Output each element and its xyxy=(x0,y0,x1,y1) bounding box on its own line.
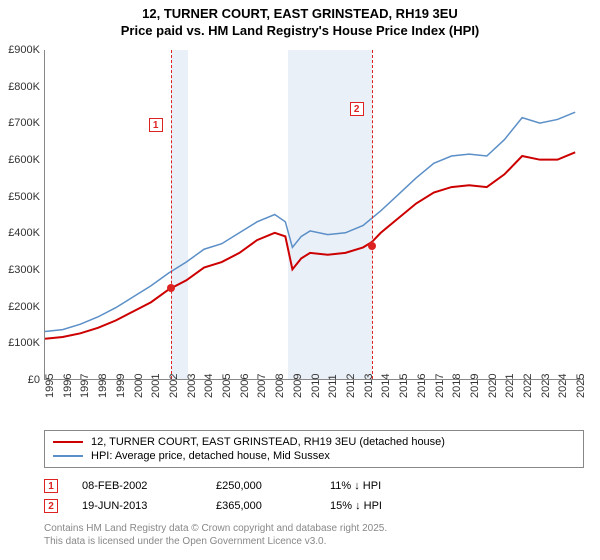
sale-diff: 15% ↓ HPI xyxy=(330,500,440,512)
y-tick-label: £600K xyxy=(8,154,40,166)
x-tick-label: 2024 xyxy=(557,374,569,398)
legend-text: HPI: Average price, detached house, Mid … xyxy=(91,450,330,462)
legend-item: 12, TURNER COURT, EAST GRINSTEAD, RH19 3… xyxy=(53,435,575,449)
x-tick-label: 1997 xyxy=(79,374,91,398)
sale-price: £365,000 xyxy=(216,500,306,512)
x-tick-label: 2025 xyxy=(575,374,587,398)
x-tick-label: 2013 xyxy=(363,374,375,398)
chart-svg xyxy=(45,50,584,379)
series-price_paid xyxy=(45,152,575,338)
x-tick-label: 2009 xyxy=(292,374,304,398)
x-tick-label: 2019 xyxy=(469,374,481,398)
sale-marker-box: 1 xyxy=(149,118,163,132)
y-tick-label: £400K xyxy=(8,227,40,239)
legend-swatch xyxy=(53,441,83,443)
y-tick-label: £300K xyxy=(8,264,40,276)
x-tick-label: 1999 xyxy=(115,374,127,398)
x-tick-label: 2016 xyxy=(416,374,428,398)
sale-marker-box: 2 xyxy=(350,102,364,116)
x-tick-label: 2010 xyxy=(310,374,322,398)
y-tick-label: £500K xyxy=(8,191,40,203)
x-tick-label: 2017 xyxy=(434,374,446,398)
sale-marker-line xyxy=(372,50,373,379)
x-tick-label: 2008 xyxy=(274,374,286,398)
sale-marker-dot xyxy=(368,242,376,250)
x-tick-label: 2006 xyxy=(239,374,251,398)
sale-price: £250,000 xyxy=(216,480,306,492)
legend-item: HPI: Average price, detached house, Mid … xyxy=(53,449,575,463)
y-tick-label: £200K xyxy=(8,301,40,313)
x-tick-label: 1995 xyxy=(44,374,56,398)
x-tick-label: 2018 xyxy=(451,374,463,398)
x-tick-label: 2004 xyxy=(203,374,215,398)
sale-date: 19-JUN-2013 xyxy=(82,500,192,512)
sales-table: 1 08-FEB-2002 £250,000 11% ↓ HPI 2 19-JUN-201… xyxy=(44,476,584,516)
sale-date: 08-FEB-2002 xyxy=(82,480,192,492)
x-tick-label: 2005 xyxy=(221,374,233,398)
x-tick-label: 2023 xyxy=(540,374,552,398)
legend-text: 12, TURNER COURT, EAST GRINSTEAD, RH19 3… xyxy=(91,436,445,448)
x-tick-label: 1998 xyxy=(97,374,109,398)
x-tick-label: 2003 xyxy=(186,374,198,398)
title-line2: Price paid vs. HM Land Registry's House … xyxy=(10,23,590,40)
sale-marker-dot xyxy=(167,284,175,292)
x-tick-label: 2021 xyxy=(504,374,516,398)
plot-region: 12 xyxy=(44,50,584,380)
x-tick-label: 2011 xyxy=(327,374,339,398)
sale-marker-line xyxy=(171,50,172,379)
x-tick-label: 2015 xyxy=(398,374,410,398)
chart-area: 12 £0£100K£200K£300K£400K£500K£600K£700K… xyxy=(44,50,584,380)
sale-row: 2 19-JUN-2013 £365,000 15% ↓ HPI xyxy=(44,496,584,516)
footer-attribution: Contains HM Land Registry data © Crown c… xyxy=(44,522,387,548)
title-line1: 12, TURNER COURT, EAST GRINSTEAD, RH19 3… xyxy=(10,6,590,23)
y-tick-label: £100K xyxy=(8,337,40,349)
y-tick-label: £700K xyxy=(8,117,40,129)
sale-num-box: 1 xyxy=(44,479,58,493)
x-tick-label: 2000 xyxy=(133,374,145,398)
sale-diff: 11% ↓ HPI xyxy=(330,480,440,492)
footer-line1: Contains HM Land Registry data © Crown c… xyxy=(44,522,387,535)
x-tick-label: 2012 xyxy=(345,374,357,398)
sale-row: 1 08-FEB-2002 £250,000 11% ↓ HPI xyxy=(44,476,584,496)
series-hpi xyxy=(45,112,575,331)
chart-title: 12, TURNER COURT, EAST GRINSTEAD, RH19 3… xyxy=(0,0,600,42)
y-tick-label: £0 xyxy=(28,374,40,386)
x-tick-label: 2007 xyxy=(256,374,268,398)
x-tick-label: 2001 xyxy=(150,374,162,398)
y-tick-label: £800K xyxy=(8,81,40,93)
x-tick-label: 2002 xyxy=(168,374,180,398)
x-tick-label: 2022 xyxy=(522,374,534,398)
y-tick-label: £900K xyxy=(8,44,40,56)
x-tick-label: 1996 xyxy=(62,374,74,398)
x-tick-label: 2020 xyxy=(487,374,499,398)
sale-num-box: 2 xyxy=(44,499,58,513)
legend-box: 12, TURNER COURT, EAST GRINSTEAD, RH19 3… xyxy=(44,430,584,468)
footer-line2: This data is licensed under the Open Gov… xyxy=(44,535,387,548)
legend-swatch xyxy=(53,455,83,457)
x-tick-label: 2014 xyxy=(380,374,392,398)
